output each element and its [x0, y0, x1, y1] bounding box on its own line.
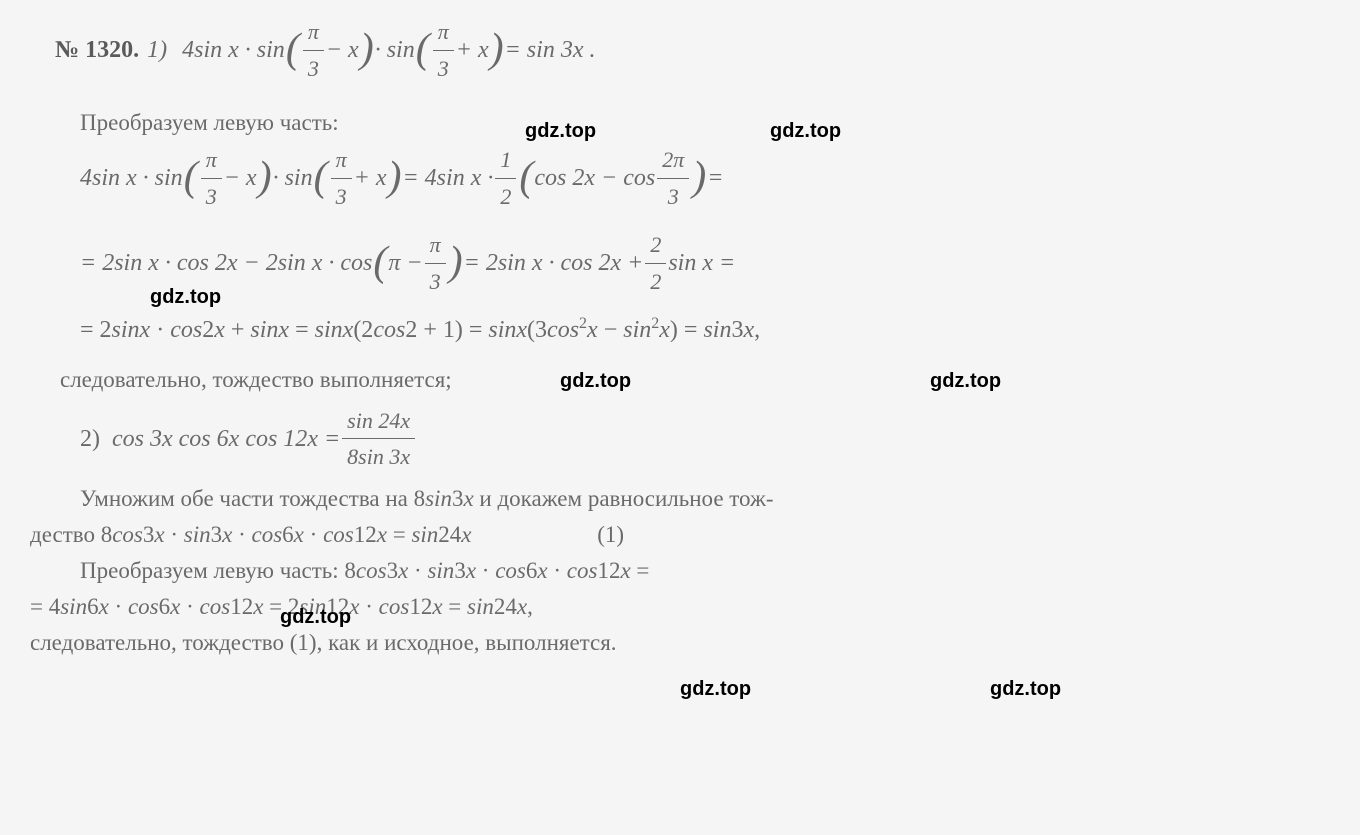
watermark: gdz.top	[280, 606, 351, 629]
multiply-text-1: Умножим обе части тождества на 8sin3x и …	[80, 486, 1330, 512]
watermark: gdz.top	[930, 370, 1001, 393]
watermark: gdz.top	[990, 678, 1061, 701]
transform-label-2: Преобразуем левую часть: 8cos3x · sin3x …	[80, 558, 1330, 584]
conclusion-2: следовательно, тождество (1), как и исхо…	[30, 630, 1330, 656]
problem-number: № 1320.	[55, 31, 139, 69]
transform-label-1: Преобразуем левую часть:	[80, 110, 1330, 136]
watermark: gdz.top	[560, 370, 631, 393]
part1-label: 1)	[147, 31, 167, 69]
equation-line-2: 4sin x · sin ( π3 − x ) · sin ( π3 + x )…	[80, 148, 1330, 208]
equation-line-8: = 4sin6x · cos6x · cos12x = 2sin12x · co…	[30, 594, 1330, 620]
equation-line-3: = 2sin x · cos 2x − 2sin x · cos ( π − π…	[80, 233, 1330, 293]
equation-line-1: № 1320. 1) 4sin x · sin ( π3 − x ) · sin…	[55, 20, 1330, 80]
equation-1: 4sin x · sin ( π3 − x ) · sin ( π3 + x )…	[182, 14, 595, 85]
equation-line-4: = 2sinx · cos2x + sinx = sinx(2cos2 + 1)…	[80, 311, 1330, 349]
watermark: gdz.top	[680, 678, 751, 701]
watermark: gdz.top	[770, 120, 841, 143]
watermark: gdz.top	[150, 286, 221, 309]
equation-line-5: 2) cos 3x cos 6x cos 12x = sin 24x8sin 3…	[80, 411, 1330, 466]
multiply-text-2: дество 8cos3x · sin3x · cos6x · cos12x =…	[30, 522, 1330, 548]
conclusion-1: следовательно, тождество выполняется;	[60, 367, 1330, 393]
part2-label: 2)	[80, 420, 100, 458]
watermark: gdz.top	[525, 120, 596, 143]
